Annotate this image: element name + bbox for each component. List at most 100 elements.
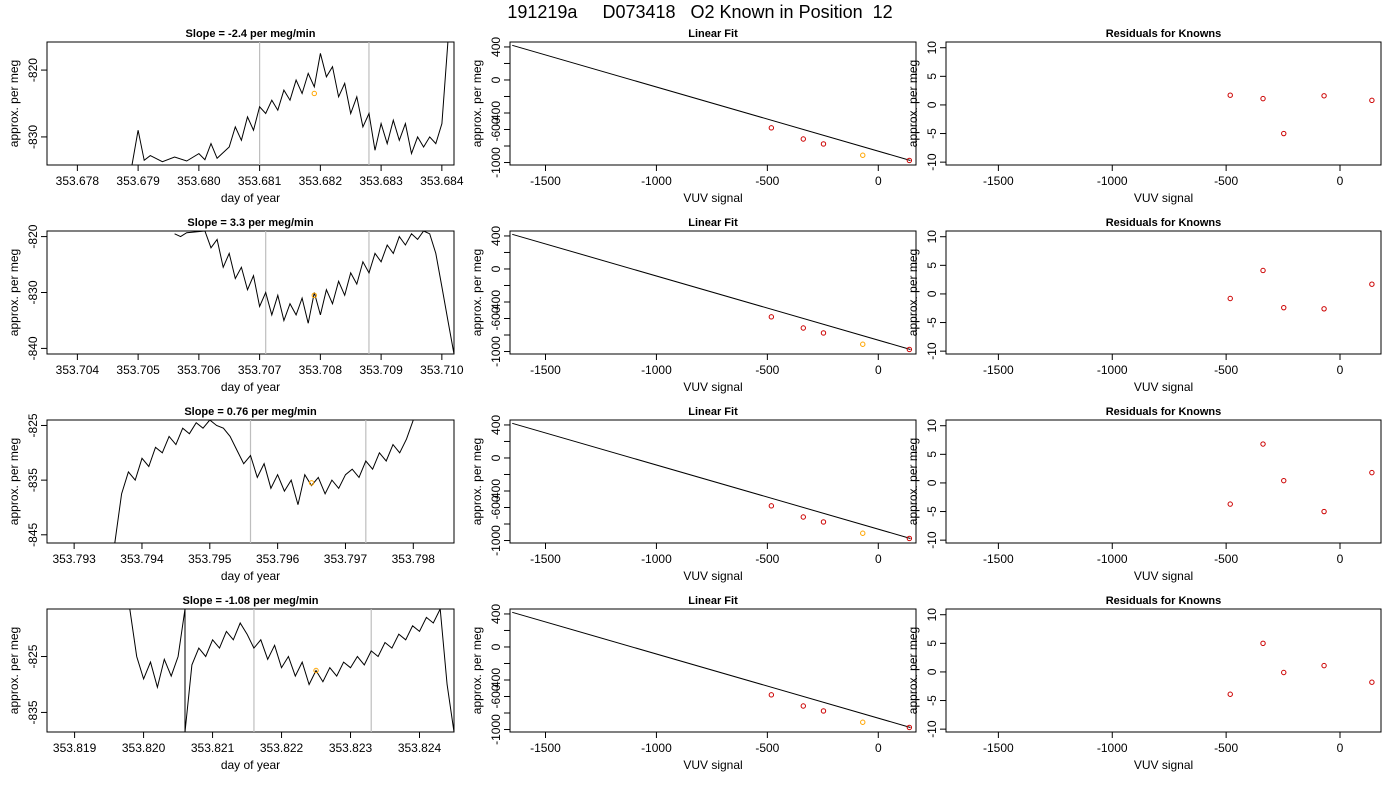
y-tick-label: -825 <box>26 644 40 668</box>
x-tick-label: 353.683 <box>359 174 403 188</box>
plot-area <box>131 42 449 165</box>
plot-area <box>512 422 913 542</box>
residual-point <box>1227 501 1233 507</box>
x-axis-label: VUV signal <box>1134 191 1193 205</box>
x-axis-label: VUV signal <box>1134 758 1193 772</box>
panel-residuals-row-2: Residuals for Knowns -1500 -1000 -500 0 -10 -5… <box>906 406 1382 583</box>
panel-fit-row-1: Linear Fit -1500 -1000 -500 0 -1000 -600-400 0 4… <box>470 217 917 394</box>
residual-point <box>1227 92 1233 98</box>
known-point <box>906 535 913 542</box>
residual-point <box>1369 281 1375 287</box>
y-axis-label: approx. per meg <box>906 60 920 147</box>
x-tick-label: 0 <box>1337 741 1344 755</box>
x-tick-label: 0 <box>1337 552 1344 566</box>
series-line <box>131 42 449 165</box>
x-tick-label: -500 <box>1214 552 1238 566</box>
panel-fit-row-0: Linear Fit -1500 -1000 -500 0 -1000 -600-400 0 4… <box>470 28 917 205</box>
fit-line <box>512 422 911 539</box>
y-tick-label: -835 <box>26 700 40 724</box>
known-point <box>800 325 806 331</box>
known-point <box>768 314 775 320</box>
y-tick-label: -835 <box>26 468 40 492</box>
residual-point <box>1369 679 1375 685</box>
plot-frame <box>46 608 455 733</box>
residual-point <box>1281 130 1287 137</box>
y-axis-label: approx. per meg <box>7 627 21 714</box>
plot-area <box>1227 92 1375 137</box>
y-tick-label: 5 <box>925 73 939 80</box>
plot-area <box>1227 640 1375 697</box>
y-tick-label: 0 <box>489 454 503 461</box>
y-tick-label: -820 <box>26 58 40 82</box>
x-tick-label: 353.824 <box>398 741 442 755</box>
x-tick-label: 353.705 <box>116 363 160 377</box>
known-point <box>906 724 913 731</box>
x-tick-label: 353.707 <box>238 363 282 377</box>
x-tick-label: -500 <box>755 174 779 188</box>
plot-frame <box>46 230 455 355</box>
panel-title: Residuals for Knowns <box>1106 28 1222 40</box>
residual-point <box>1260 441 1266 447</box>
panel-residuals-row-1: Residuals for Knowns -1500 -1000 -500 0 -10 -5… <box>906 217 1382 394</box>
y-tick-label: 400 <box>489 37 503 57</box>
x-tick-label: 353.708 <box>299 363 343 377</box>
plot-frame <box>46 41 455 166</box>
x-tick-label: -1000 <box>641 552 672 566</box>
x-tick-label: 0 <box>1337 363 1344 377</box>
y-tick-label: 10 <box>925 230 939 244</box>
x-tick-label: 353.704 <box>56 363 100 377</box>
x-tick-label: 353.797 <box>324 552 368 566</box>
x-axis-label: day of year <box>221 191 280 205</box>
series-line <box>129 609 454 732</box>
plot-frame <box>945 41 1382 166</box>
x-tick-label: -1500 <box>983 552 1014 566</box>
panel-title: Slope = -1.08 per meg/min <box>182 595 318 607</box>
panel-title: Linear Fit <box>688 595 738 607</box>
x-tick-label: 353.794 <box>120 552 164 566</box>
y-tick-label: -1000 <box>489 336 503 367</box>
fit-line <box>512 44 911 161</box>
x-axis-label: day of year <box>221 380 280 394</box>
y-tick-label: 5 <box>925 640 939 647</box>
y-tick-label: -5 <box>925 506 939 517</box>
known-point <box>800 514 806 520</box>
x-tick-label: 0 <box>875 552 882 566</box>
x-tick-label: -1000 <box>641 174 672 188</box>
x-tick-label: -1000 <box>1097 741 1128 755</box>
y-tick-label: -820 <box>26 224 40 248</box>
panel-timeseries-row-0: Slope = -2.4 per meg/min 353.678 353.679 35… <box>7 28 464 205</box>
y-tick-label: -825 <box>26 413 40 437</box>
y-tick-label: -400 <box>489 479 503 503</box>
panel-residuals-row-3: Residuals for Knowns -1500 -1000 -500 0 -10 -5… <box>906 595 1382 772</box>
x-tick-label: 353.682 <box>299 174 343 188</box>
x-axis-label: VUV signal <box>683 191 742 205</box>
panel-title: Residuals for Knowns <box>1106 217 1222 229</box>
y-axis-label: approx. per meg <box>7 249 21 336</box>
residual-point <box>1281 669 1287 676</box>
x-tick-label: -1000 <box>1097 363 1128 377</box>
y-tick-label: -5 <box>925 128 939 139</box>
x-tick-label: -1500 <box>530 363 561 377</box>
x-axis-label: VUV signal <box>1134 569 1193 583</box>
plot-frame <box>509 608 917 733</box>
y-tick-label: 400 <box>489 415 503 435</box>
y-tick-label: 5 <box>925 451 939 458</box>
x-tick-label: -1000 <box>1097 552 1128 566</box>
x-tick-label: 353.798 <box>392 552 436 566</box>
residual-point <box>1321 508 1327 515</box>
x-axis-label: day of year <box>221 569 280 583</box>
sample-point <box>860 719 866 725</box>
x-tick-label: 353.822 <box>260 741 304 755</box>
residual-point <box>1227 691 1233 697</box>
known-point <box>768 503 775 509</box>
x-axis-label: VUV signal <box>683 380 742 394</box>
y-axis-label: approx. per meg <box>7 438 21 525</box>
x-tick-label: -500 <box>1214 363 1238 377</box>
y-axis-label: approx. per meg <box>906 438 920 525</box>
residual-point <box>1281 477 1287 484</box>
x-tick-label: 353.820 <box>122 741 166 755</box>
y-axis-label: approx. per meg <box>470 438 484 525</box>
panel-title: Linear Fit <box>688 406 738 418</box>
residual-point <box>1369 469 1375 476</box>
y-tick-label: -830 <box>26 125 40 149</box>
